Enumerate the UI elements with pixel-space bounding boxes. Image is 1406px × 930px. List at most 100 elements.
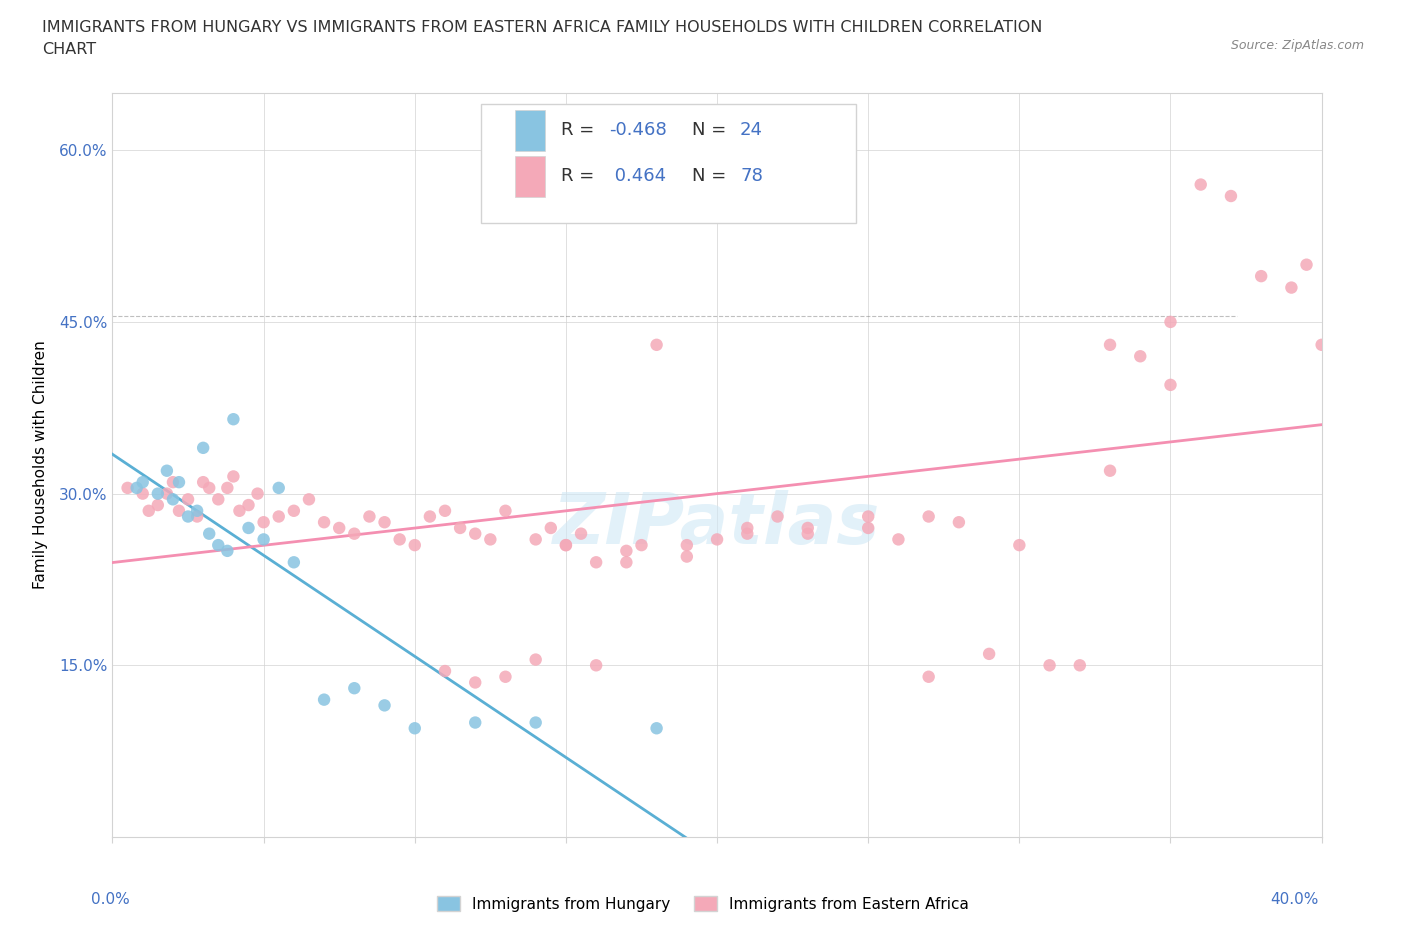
Point [675,549,697,564]
Point [449,521,471,536]
Point [645,338,668,352]
Point [1038,658,1062,672]
Point [737,526,759,541]
Point [479,532,502,547]
Point [977,646,1000,661]
Point [328,521,350,536]
Point [186,509,208,524]
Point [630,538,652,552]
Point [177,492,200,507]
FancyBboxPatch shape [481,104,856,223]
Point [918,670,941,684]
Point [267,509,290,524]
Point [404,721,426,736]
Point [706,532,728,547]
Point [540,521,562,536]
Point [314,692,336,707]
Text: Source: ZipAtlas.com: Source: ZipAtlas.com [1230,39,1364,52]
Point [645,721,668,736]
Point [433,664,456,679]
Point [419,509,441,524]
Point [207,492,229,507]
Point [117,481,139,496]
Point [314,515,336,530]
Point [796,521,818,536]
Point [585,555,607,570]
Point [524,532,547,547]
Point [675,538,697,552]
Point [138,503,160,518]
Point [495,670,517,684]
Point [207,538,229,552]
Point [766,509,789,524]
Point [167,503,190,518]
Text: 78: 78 [740,167,763,185]
Point [554,538,576,552]
Point [585,658,607,672]
Point [283,555,305,570]
Point [1250,269,1272,284]
Point [222,412,245,427]
Point [1069,658,1091,672]
Text: N =: N = [692,121,731,140]
Point [162,474,184,489]
Point [253,532,276,547]
Bar [515,111,546,152]
Text: 0.0%: 0.0% [91,892,131,907]
Point [887,532,910,547]
Point [388,532,411,547]
Point [433,503,456,518]
Point [267,481,290,496]
Point [948,515,970,530]
Point [343,526,366,541]
Point [374,515,396,530]
Point [856,521,880,536]
Point [495,503,517,518]
Point [554,538,576,552]
Text: 0.464: 0.464 [609,167,666,185]
Point [253,515,276,530]
Point [918,509,941,524]
Point [156,463,179,478]
Point [374,698,396,712]
Text: IMMIGRANTS FROM HUNGARY VS IMMIGRANTS FROM EASTERN AFRICA FAMILY HOUSEHOLDS WITH: IMMIGRANTS FROM HUNGARY VS IMMIGRANTS FR… [42,20,1043,35]
Text: CHART: CHART [42,42,96,57]
Point [132,474,155,489]
Point [167,474,190,489]
Text: N =: N = [692,167,731,185]
Point [616,543,638,558]
Point [125,481,148,496]
Text: ZIPatlas: ZIPatlas [554,490,880,559]
Point [464,526,486,541]
Point [217,543,239,558]
Point [238,521,260,536]
Point [1159,314,1181,329]
Point [298,492,321,507]
Point [191,474,214,489]
Point [1295,258,1317,272]
Text: 40.0%: 40.0% [1271,892,1319,907]
Point [1159,378,1181,392]
Text: R =: R = [561,167,600,185]
Point [737,521,759,536]
Point [198,526,221,541]
Point [1008,538,1031,552]
Point [404,538,426,552]
Point [198,481,221,496]
Point [1189,177,1212,192]
Point [191,441,214,456]
Point [1310,338,1333,352]
Point [146,498,169,512]
Point [569,526,592,541]
Point [238,498,260,512]
Point [132,486,155,501]
Point [283,503,305,518]
Point [146,486,169,501]
Point [177,509,200,524]
Point [162,492,184,507]
Point [1129,349,1152,364]
Point [246,486,269,501]
Point [1220,189,1243,204]
Y-axis label: Family Households with Children: Family Households with Children [32,340,48,590]
Point [217,481,239,496]
